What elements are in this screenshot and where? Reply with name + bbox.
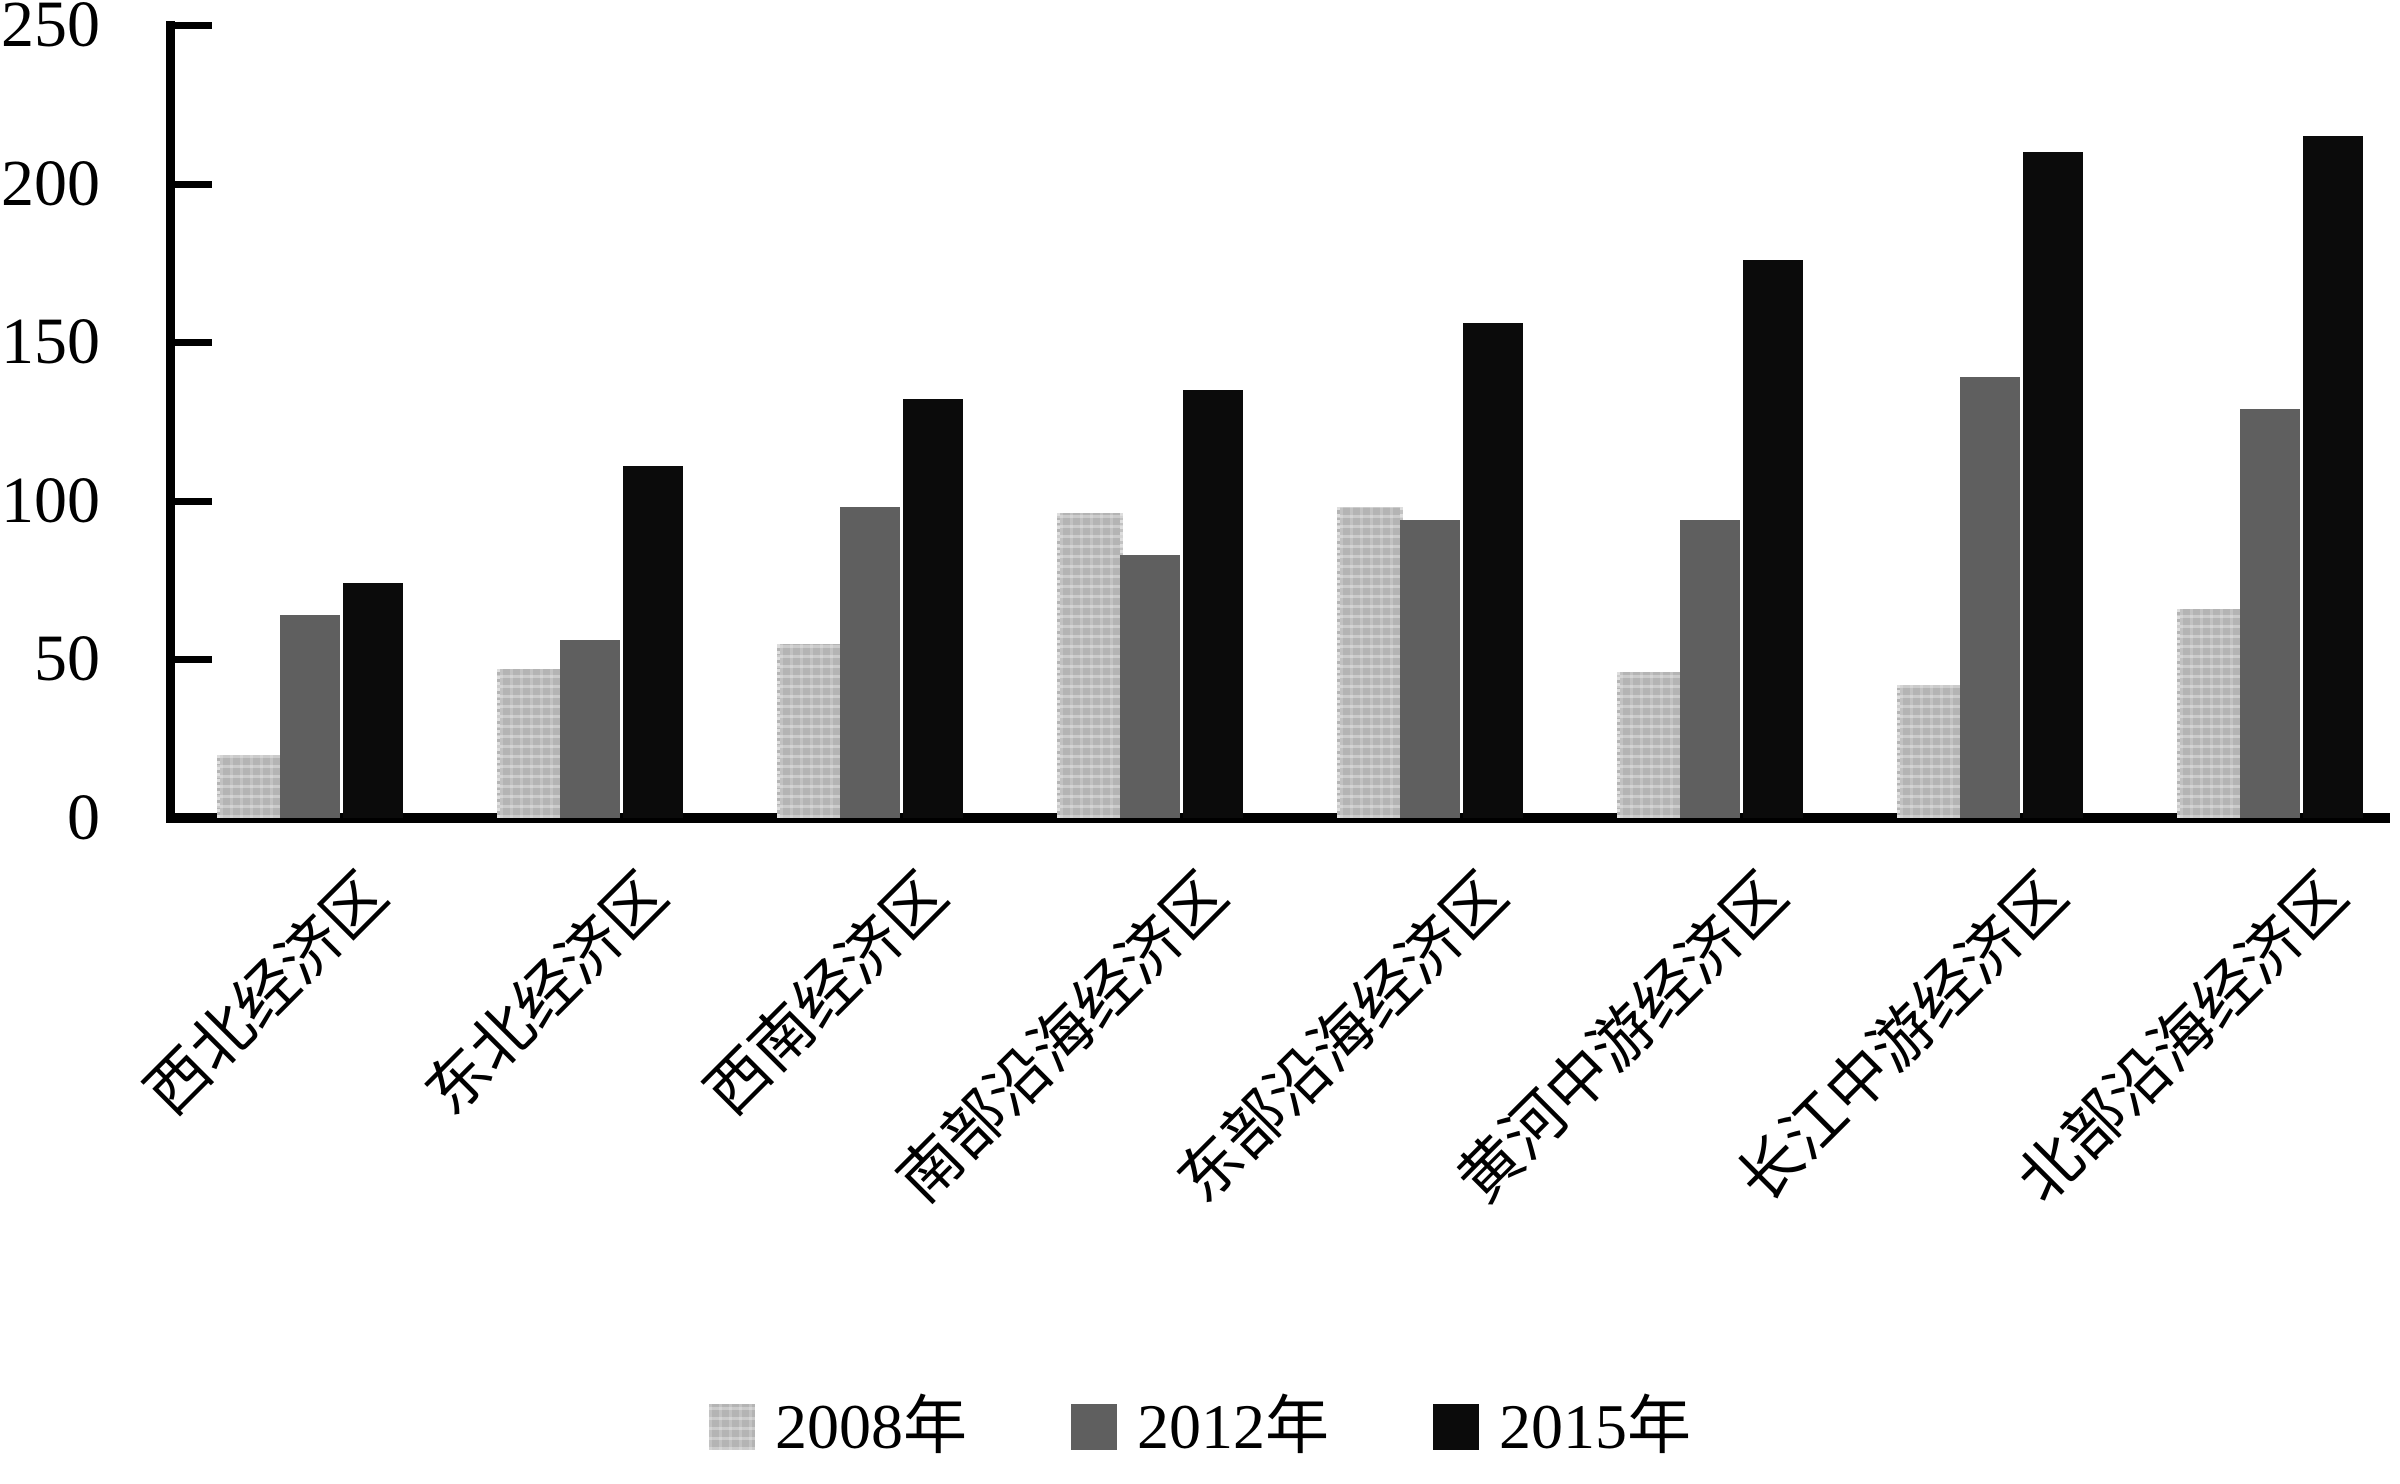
bar-2008年-南部沿海经济区 [1057,513,1123,818]
y-axis-line [166,21,175,823]
legend: 2008年 2012年 2015年 [0,1392,2400,1462]
legend-label: 2008年 [775,1391,967,1462]
y-tick-label: 100 [1,463,100,537]
legend-item-2015年: 2015年 [1433,1392,1691,1462]
bar-2015年-南部沿海经济区 [1183,390,1243,818]
bar-2012年-北部沿海经济区 [2240,409,2300,818]
x-category-label: 西南经济区 [693,860,961,1129]
bar-2012年-黄河中游经济区 [1680,520,1740,818]
bar-2008年-东部沿海经济区 [1337,507,1403,818]
bar-2015年-东北经济区 [623,466,683,818]
y-tick-label: 250 [1,0,100,61]
x-category-label: 西北经济区 [133,860,401,1129]
bar-2012年-长江中游经济区 [1960,377,2020,818]
y-tick-mark [166,497,212,505]
y-tick-mark [166,656,212,664]
legend-label: 2012年 [1137,1391,1329,1462]
legend-item-2008年: 2008年 [709,1392,967,1462]
bar-2008年-东北经济区 [497,669,563,818]
bar-2012年-东北经济区 [560,640,620,818]
bar-2015年-长江中游经济区 [2023,152,2083,818]
y-tick-label: 50 [34,622,100,696]
bar-2015年-西北经济区 [343,583,403,818]
bar-2008年-长江中游经济区 [1897,685,1963,818]
bar-2015年-北部沿海经济区 [2303,136,2363,818]
bar-2008年-西北经济区 [217,755,283,818]
legend-swatch-2012年 [1071,1404,1117,1450]
bar-2012年-东部沿海经济区 [1400,520,1460,818]
x-category-label: 东北经济区 [413,860,681,1129]
y-tick-label: 200 [1,146,100,220]
bar-2012年-西南经济区 [840,507,900,818]
x-axis-line [166,813,2390,823]
legend-swatch-2008年 [709,1404,755,1450]
bar-2015年-西南经济区 [903,399,963,818]
y-tick-label: 150 [1,305,100,379]
y-tick-mark [166,22,212,29]
legend-label: 2015年 [1499,1391,1691,1462]
bar-2012年-西北经济区 [280,615,340,818]
bar-2008年-西南经济区 [777,644,843,818]
bar-2015年-东部沿海经济区 [1463,323,1523,818]
bar-2008年-黄河中游经济区 [1617,672,1683,818]
y-tick-mark [166,180,212,188]
y-tick-label: 0 [67,781,100,854]
bar-2008年-北部沿海经济区 [2177,609,2243,818]
y-tick-mark [166,339,212,347]
legend-swatch-2015年 [1433,1404,1479,1450]
bar-2015年-黄河中游经济区 [1743,260,1803,818]
bar-2012年-南部沿海经济区 [1120,555,1180,818]
legend-item-2012年: 2012年 [1071,1392,1329,1462]
